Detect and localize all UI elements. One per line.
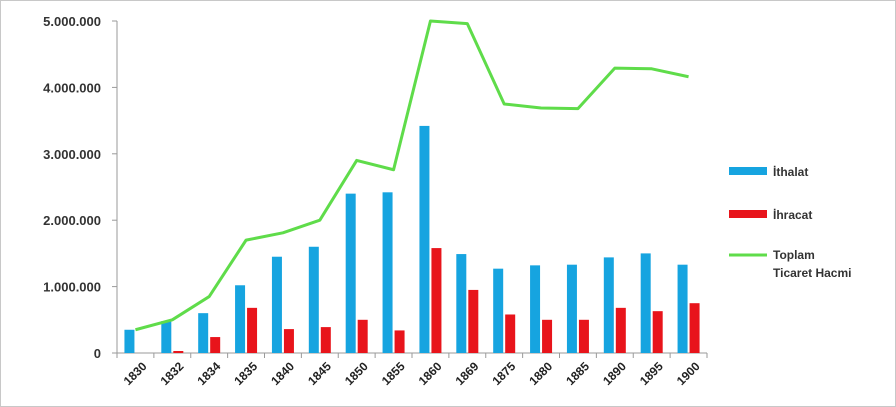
bar-ithalat-1890: [603, 257, 614, 353]
x-tick-label: 1845: [305, 359, 334, 388]
x-tick-label: 1880: [526, 359, 555, 388]
bar-ithalat-1875: [493, 268, 504, 353]
bar-ihracat-1869: [468, 289, 479, 353]
legend-label-toplam: Toplam: [773, 248, 815, 262]
y-tick-label: 0: [94, 346, 101, 361]
bar-ithalat-1855: [382, 192, 393, 353]
bar-ithalat-1869: [456, 254, 467, 353]
x-tick-label: 1840: [268, 359, 297, 388]
x-tick-label: 1834: [195, 359, 224, 388]
total-line: [135, 19, 689, 332]
bar-ithalat-1885: [566, 264, 577, 353]
bar-ithalat-1840: [271, 256, 282, 353]
x-tick-labels: 1830 1832 1834 1835 1840 1845 1850 1855 1860 1869…: [121, 359, 703, 388]
bar-ihracat-1845: [320, 327, 331, 353]
axes: [112, 20, 708, 358]
bar-ihracat-1850: [357, 319, 368, 353]
bars: [124, 125, 700, 353]
x-tick-label: 1850: [342, 359, 371, 388]
x-tick-label: 1832: [158, 359, 187, 388]
bar-ihracat-1885: [578, 319, 589, 353]
bar-ithalat-1895: [640, 253, 651, 353]
y-tick-label: 2.000.000: [43, 213, 101, 228]
bar-ihracat-1880: [542, 319, 553, 353]
x-tick-label: 1885: [563, 359, 592, 388]
bar-ihracat-1840: [283, 329, 294, 353]
bar-ihracat-1835: [247, 307, 258, 353]
bar-ithalat-1835: [235, 285, 246, 353]
bar-ithalat-1832: [161, 321, 172, 353]
bar-ihracat-1890: [615, 307, 626, 353]
y-tick-labels: 0 1.000.000 2.000.000 3.000.000 4.000.000 5.0…: [43, 14, 101, 361]
bar-ithalat-1850: [345, 193, 356, 353]
y-tick-label: 1.000.000: [43, 280, 101, 295]
legend-label-ticaret-hacmi: Ticaret Hacmi: [773, 266, 852, 280]
x-tick-label: 1875: [490, 359, 519, 388]
x-tick-label: 1895: [637, 359, 666, 388]
bar-ihracat-1834: [210, 337, 221, 353]
bar-ihracat-1875: [505, 314, 516, 353]
y-tick-label: 3.000.000: [43, 147, 101, 162]
x-tick-label: 1855: [379, 359, 408, 388]
bar-ihracat-1895: [652, 311, 663, 353]
bar-ithalat-1860: [419, 125, 430, 353]
bar-ihracat-1860: [431, 248, 442, 353]
legend: İthalat İhracat Toplam Ticaret Hacmi: [729, 164, 852, 280]
bar-ithalat-1830: [124, 329, 135, 353]
bar-ithalat-1880: [530, 265, 541, 353]
bar-ithalat-1900: [677, 264, 688, 353]
x-tick-label: 1869: [453, 359, 482, 388]
bar-ihracat-1900: [689, 303, 700, 353]
x-tick-label: 1890: [600, 359, 629, 388]
bar-ihracat-1855: [394, 330, 405, 353]
x-tick-label: 1900: [674, 359, 703, 388]
bar-ithalat-1845: [308, 246, 319, 353]
bar-ithalat-1834: [198, 313, 209, 353]
line-toplam-ticaret-hacmi: [135, 19, 689, 332]
y-tick-label: 5.000.000: [43, 14, 101, 29]
x-tick-label: 1835: [231, 359, 260, 388]
legend-label-ihracat: İhracat: [773, 207, 812, 222]
legend-swatch-ithalat: [729, 167, 767, 175]
legend-label-ithalat: İthalat: [773, 164, 808, 179]
y-tick-label: 4.000.000: [43, 80, 101, 95]
bar-ihracat-1832: [173, 351, 184, 353]
x-tick-label: 1860: [416, 359, 445, 388]
x-tick-label: 1830: [121, 359, 150, 388]
legend-swatch-ihracat: [729, 210, 767, 218]
